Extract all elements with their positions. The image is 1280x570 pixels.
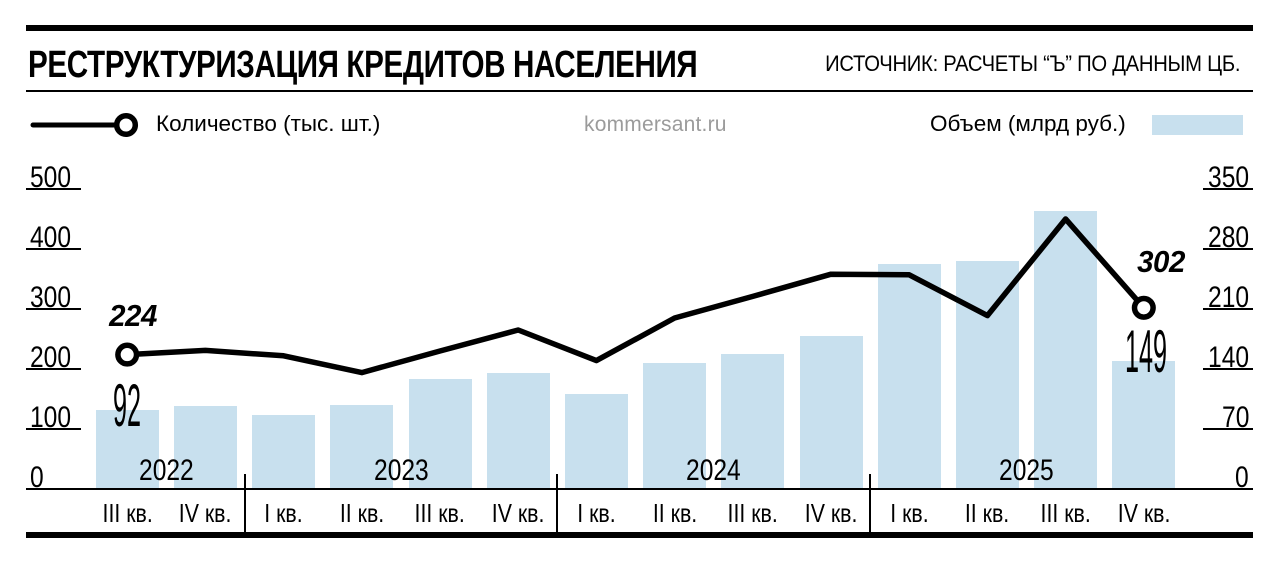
year-label-2023: 2023 (373, 454, 429, 487)
y-axis-tick-rule-left (26, 248, 81, 250)
x-axis-label-8: II кв. (652, 498, 697, 528)
x-axis-label-9: III кв. (727, 498, 778, 528)
legend-line-label: Количество (тыс. шт.) (156, 111, 381, 136)
bar-IV кв.-2024 (799, 335, 863, 489)
line-start-marker (115, 342, 140, 367)
bar-I кв.-2024 (564, 393, 628, 489)
legend-bar-label: Объем (млрд руб.) (930, 111, 1126, 136)
source-note: ИСТОЧНИК: РАСЧЕТЫ “Ъ” ПО ДАННЫМ ЦБ. (824, 51, 1240, 76)
watermark: kommersant.ru (584, 113, 727, 136)
year-label-2025: 2025 (999, 454, 1054, 487)
year-divider (556, 474, 559, 533)
y-axis-tick-rule-left (26, 428, 81, 430)
x-axis-label-1: III кв. (102, 498, 153, 528)
bar-IV кв.-2022 (173, 405, 237, 489)
line-value-label-224: 224 (109, 297, 158, 333)
y-axis-tick-right-140: 140 (1207, 341, 1249, 374)
x-axis-label-6: IV кв. (491, 498, 545, 528)
y-axis-tick-rule-left (26, 368, 81, 370)
bar-I кв.-2025 (877, 264, 941, 489)
y-axis-tick-rule-left (26, 188, 81, 190)
bar-III кв.-2024 (721, 354, 785, 489)
y-axis-tick-left-100: 100 (30, 401, 72, 434)
x-axis-label-10: IV кв. (804, 498, 858, 528)
x-axis-label-7: I кв. (577, 498, 616, 528)
x-axis-label-13: III кв. (1040, 498, 1091, 528)
y-axis-tick-left-500: 500 (30, 161, 72, 194)
bar-III кв.-2025 (1034, 211, 1098, 489)
bar-II кв.-2023 (330, 405, 394, 489)
bar-III кв.-2023 (408, 379, 472, 489)
bar-IV кв.-2023 (486, 373, 550, 489)
y-axis-tick-left-200: 200 (30, 341, 72, 374)
bar-II кв.-2024 (643, 363, 707, 489)
y-axis-tick-rule-left (26, 308, 81, 310)
bar-I кв.-2023 (252, 415, 316, 489)
title-underline-rule (26, 90, 1253, 92)
bar-IV кв.-2025 (1112, 361, 1176, 489)
y-axis-tick-left-400: 400 (30, 221, 72, 254)
year-label-2022: 2022 (138, 454, 194, 487)
y-axis-tick-rule-right (1203, 308, 1253, 310)
y-axis-tick-rule-right (1203, 368, 1253, 370)
y-axis-tick-rule-right (1203, 188, 1253, 190)
year-label-2024: 2024 (686, 454, 742, 487)
y-axis-tick-left-300: 300 (30, 281, 72, 314)
year-divider (869, 474, 872, 533)
bar-value-label-92: 92 (113, 372, 142, 440)
x-axis-label-5: III кв. (414, 498, 466, 528)
page-title: РЕСТРУКТУРИЗАЦИЯ КРЕДИТОВ НАСЕЛЕНИЯ (28, 44, 698, 86)
bar-value-label-149: 149 (1124, 318, 1167, 386)
y-axis-tick-right-280: 280 (1207, 221, 1249, 254)
x-axis-label-2: IV кв. (179, 498, 232, 528)
y-axis-tick-right-350: 350 (1207, 161, 1249, 194)
bottom-rule (26, 532, 1253, 538)
y-axis-tick-rule-right (1203, 428, 1253, 430)
top-rule (26, 25, 1253, 31)
x-axis-label-4: II кв. (339, 498, 384, 528)
bar-series-swatch-icon (1152, 115, 1243, 135)
x-axis-baseline (26, 487, 1253, 490)
y-axis-tick-rule-right (1203, 248, 1253, 250)
x-axis-label-12: II кв. (965, 498, 1010, 528)
y-axis-tick-left-0: 0 (30, 461, 44, 494)
year-divider (243, 474, 246, 533)
x-axis-label-14: IV кв. (1117, 498, 1171, 528)
y-axis-tick-right-210: 210 (1207, 281, 1249, 314)
x-axis-label-11: I кв. (889, 498, 929, 528)
line-series-marker-icon (30, 112, 139, 138)
y-axis-tick-right-70: 70 (1221, 401, 1249, 434)
bar-III кв.-2022 (95, 410, 159, 489)
x-axis-label-3: I кв. (264, 498, 303, 528)
y-axis-tick-right-0: 0 (1235, 461, 1249, 494)
line-value-label-302: 302 (1136, 243, 1185, 279)
